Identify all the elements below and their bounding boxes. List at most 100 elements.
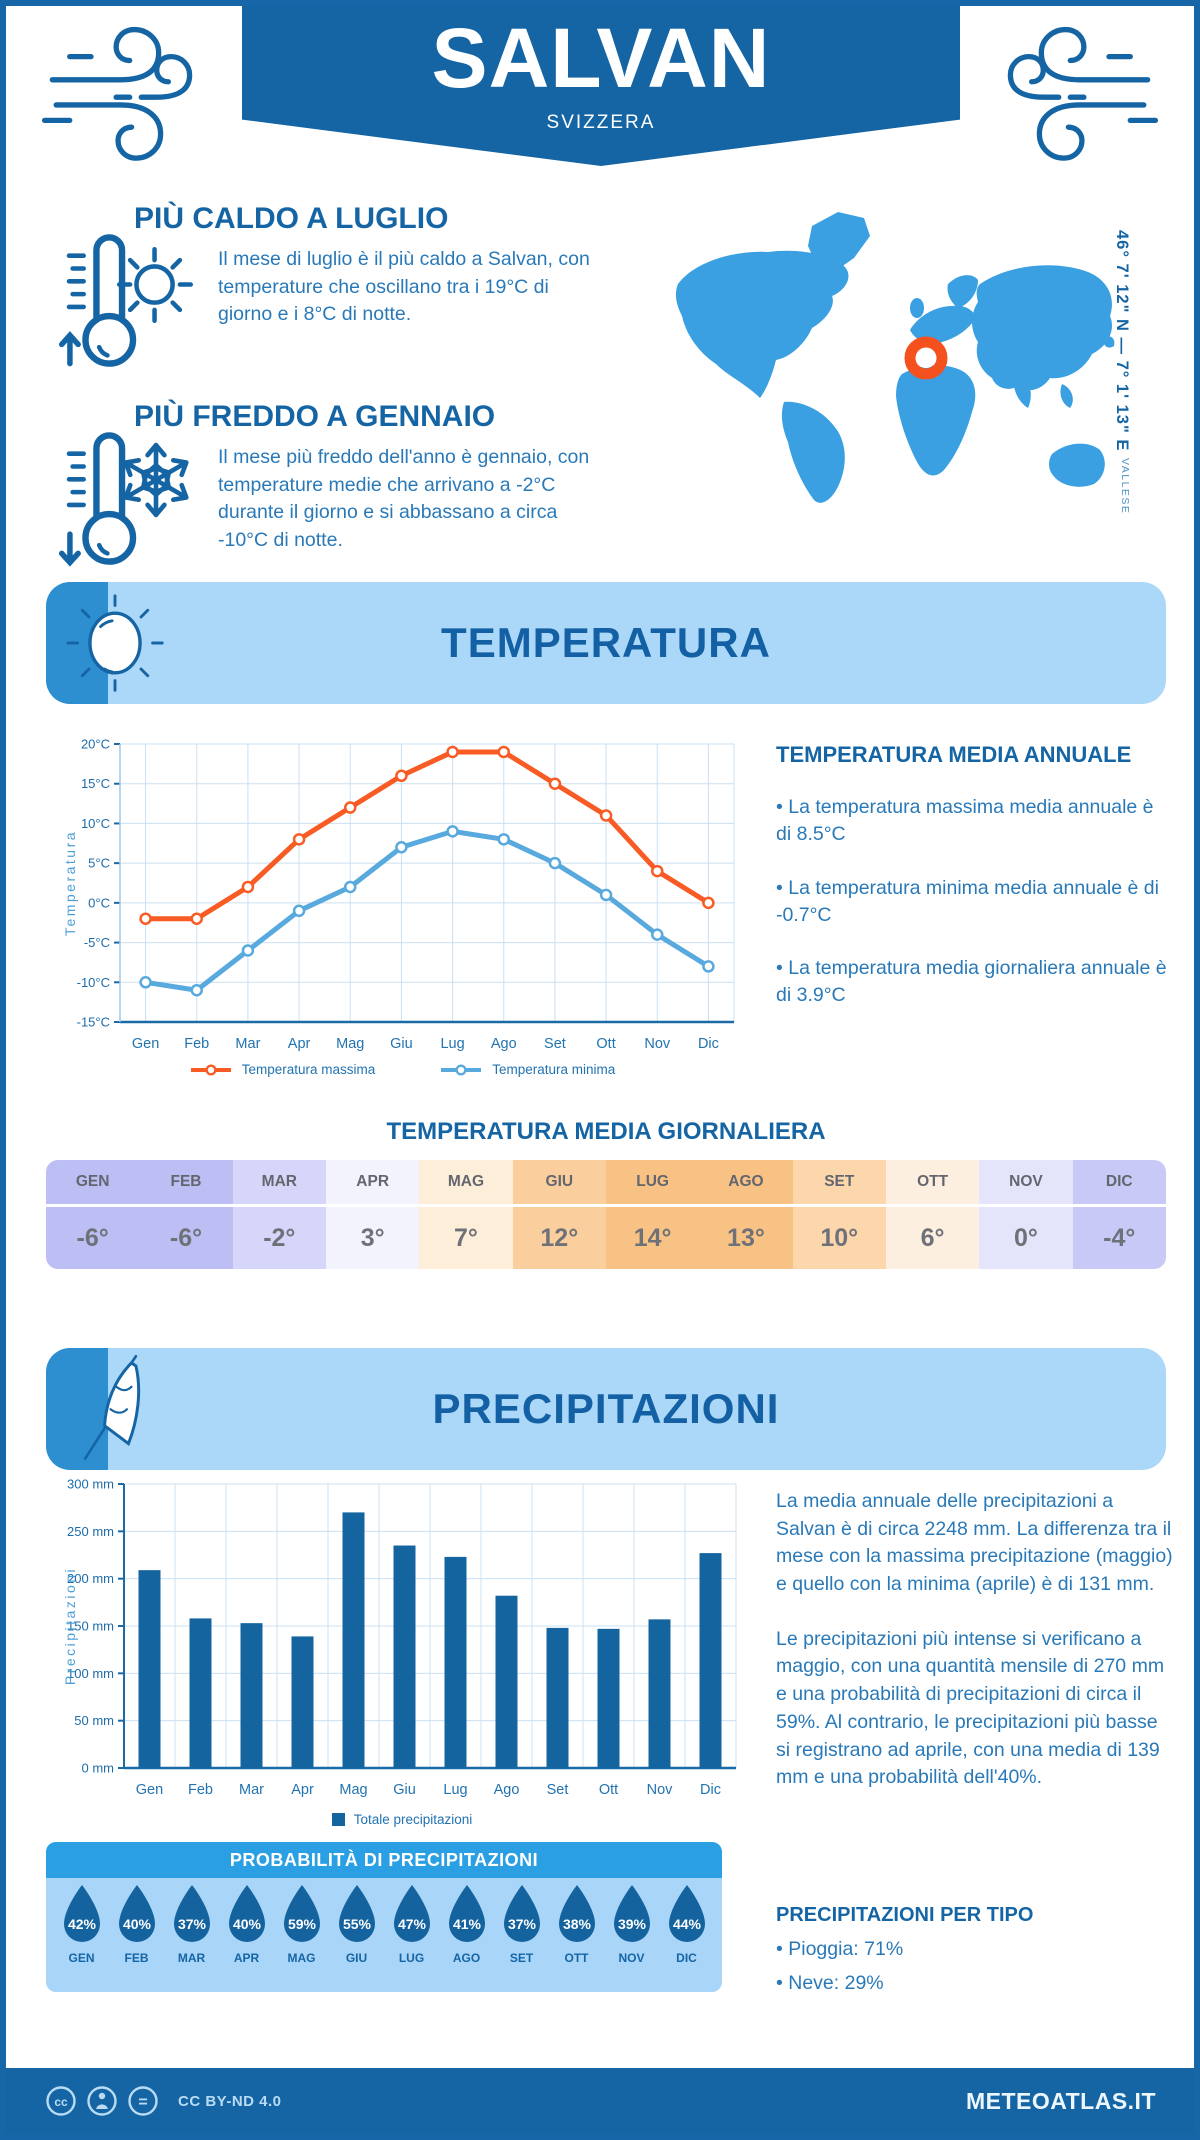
cold-month-text: Il mese più freddo dell'anno è gennaio, … [218, 446, 590, 552]
precipitation-section-title: PRECIPITAZIONI [432, 1385, 780, 1432]
svg-text:42%: 42% [67, 1916, 96, 1932]
annual-min-bullet: • La temperatura minima media annuale è … [776, 876, 1159, 926]
precipitation-summary: La media annuale delle precipitazioni a … [776, 1488, 1174, 1819]
snow-share: • Neve: 29% [776, 1972, 884, 1994]
drop-month-label: AGO [452, 1951, 481, 1965]
precipitation-bar [597, 1628, 620, 1768]
precipitation-bar [444, 1556, 467, 1768]
drop-month-label: OTT [564, 1951, 589, 1965]
month-header: DIC [1072, 1160, 1166, 1207]
license-label: CC BY-ND 4.0 [178, 2092, 282, 2110]
svg-text:Mar: Mar [239, 1782, 264, 1798]
footer: cc = CC BY-ND 4.0 METEOATLAS.IT [6, 2068, 1194, 2134]
precipitation-bar [546, 1627, 569, 1768]
precipitation-bar [291, 1636, 314, 1768]
svg-text:Giu: Giu [390, 1036, 413, 1052]
probability-drop-mag: 59% MAG [277, 1884, 327, 1965]
svg-text:Mag: Mag [339, 1782, 367, 1798]
svg-text:Gen: Gen [136, 1782, 163, 1798]
raindrop-icon: 47% [393, 1885, 430, 1942]
license-group: cc = CC BY-ND 4.0 [44, 2083, 282, 2119]
svg-text:50 mm: 50 mm [74, 1713, 114, 1728]
probability-drop-lug: 47% LUG [387, 1884, 437, 1965]
drop-month-label: MAG [287, 1951, 316, 1965]
svg-text:Ago: Ago [494, 1782, 520, 1798]
probability-drop-giu: 55% GIU [332, 1884, 382, 1965]
sun-banner-icon [66, 594, 164, 692]
raindrop-icon: 37% [173, 1885, 210, 1942]
daily-temperature-title: TEMPERATURA MEDIA GIORNALIERA [386, 1118, 826, 1145]
precipitation-probability-panel: PROBABILITÀ DI PRECIPITAZIONI 42% GEN 40% F… [46, 1842, 722, 1992]
location-marker [916, 348, 936, 368]
precipitation-bar [393, 1545, 416, 1768]
table-column-ott: OTT 6° [885, 1160, 980, 1269]
svg-text:Dic: Dic [698, 1036, 719, 1052]
month-mean-temperature: 14° [633, 1223, 672, 1252]
svg-text:Ott: Ott [596, 1036, 615, 1052]
probability-drop-apr: 40% APR [222, 1884, 272, 1965]
month-mean-temperature: 3° [360, 1223, 385, 1252]
svg-text:150 mm: 150 mm [67, 1619, 114, 1634]
svg-text:0°C: 0°C [88, 895, 110, 910]
cc-license-icons: cc = [46, 2086, 158, 2116]
precipitation-bar-chart-svg: 300 mm 250 mm 200 mm 150 mm 100 mm 50 mm 0 mm G… [62, 1477, 737, 1798]
svg-text:59%: 59% [287, 1916, 316, 1932]
svg-text:100 mm: 100 mm [67, 1666, 114, 1681]
table-column-feb: FEB -6° [139, 1160, 233, 1269]
svg-text:40%: 40% [232, 1916, 261, 1932]
month-mean-temperature: -4° [1103, 1223, 1136, 1252]
month-header: SET [792, 1160, 886, 1207]
svg-text:Set: Set [547, 1782, 569, 1798]
table-column-nov: NOV 0° [979, 1160, 1073, 1269]
wind-icon [1007, 26, 1159, 161]
precipitation-bar [495, 1595, 518, 1768]
probability-drop-ago: 41% AGO [442, 1884, 492, 1965]
svg-text:37%: 37% [507, 1916, 536, 1932]
svg-text:-5°C: -5°C [84, 935, 110, 950]
raindrop-icon: 40% [228, 1885, 265, 1942]
table-column-set: SET 10° [792, 1160, 886, 1269]
region-label: VALLESE [1119, 458, 1131, 515]
svg-text:-10°C: -10°C [77, 975, 110, 990]
drop-month-label: MAR [177, 1951, 206, 1965]
svg-text:47%: 47% [397, 1916, 426, 1932]
cold-month-title: PIÙ FREDDO A GENNAIO [134, 400, 496, 433]
probability-drop-mar: 37% MAR [167, 1884, 217, 1965]
svg-text:Nov: Nov [644, 1036, 671, 1052]
svg-text:Lug: Lug [440, 1036, 464, 1052]
precipitation-paragraph-1: La media annuale delle precipitazioni a … [776, 1490, 1173, 1596]
drop-month-label: LUG [398, 1951, 425, 1965]
series-line [143, 749, 711, 922]
precipitation-chart: 300 mm 250 mm 200 mm 150 mm 100 mm 50 mm 0 mm G… [62, 1472, 742, 1831]
rain-share: • Pioggia: 71% [776, 1938, 904, 1960]
svg-text:Mag: Mag [336, 1036, 364, 1052]
month-mean-temperature: -6° [169, 1223, 203, 1252]
legend-item: Temperatura minima [439, 1062, 615, 1077]
legend-item: Temperatura massima [189, 1062, 375, 1077]
table-column-gen: GEN -6° [46, 1160, 140, 1269]
precipitation-bar [699, 1553, 722, 1768]
svg-text:44%: 44% [672, 1916, 701, 1932]
month-mean-temperature: 7° [454, 1223, 478, 1252]
temperature-chart-legend: Temperatura massima Temperatura minima [62, 1062, 742, 1077]
series-line [143, 828, 711, 993]
svg-text:-15°C: -15°C [77, 1015, 110, 1030]
precipitation-chart-legend: Totale precipitazioni [62, 1812, 742, 1827]
annual-max-bullet: • La temperatura massima media annuale è… [776, 796, 1154, 846]
drop-month-label: DIC [676, 1951, 697, 1965]
svg-text:Mar: Mar [235, 1036, 260, 1052]
table-column-giu: GIU 12° [512, 1160, 606, 1269]
svg-text:Lug: Lug [443, 1782, 467, 1798]
raindrop-icon: 39% [613, 1885, 650, 1942]
header-banner: SALVAN SVIZZERA [242, 6, 960, 166]
raindrop-icon: 55% [338, 1885, 375, 1942]
month-mean-temperature: -2° [263, 1223, 296, 1252]
raindrop-icon: 38% [558, 1885, 595, 1942]
table-column-mag: MAG 7° [419, 1160, 513, 1269]
sun-icon [116, 246, 194, 324]
precipitation-bar [342, 1512, 365, 1768]
probability-drop-ott: 38% OTT [552, 1884, 602, 1965]
month-header: GEN [46, 1160, 140, 1207]
raindrop-icon: 41% [448, 1885, 485, 1942]
